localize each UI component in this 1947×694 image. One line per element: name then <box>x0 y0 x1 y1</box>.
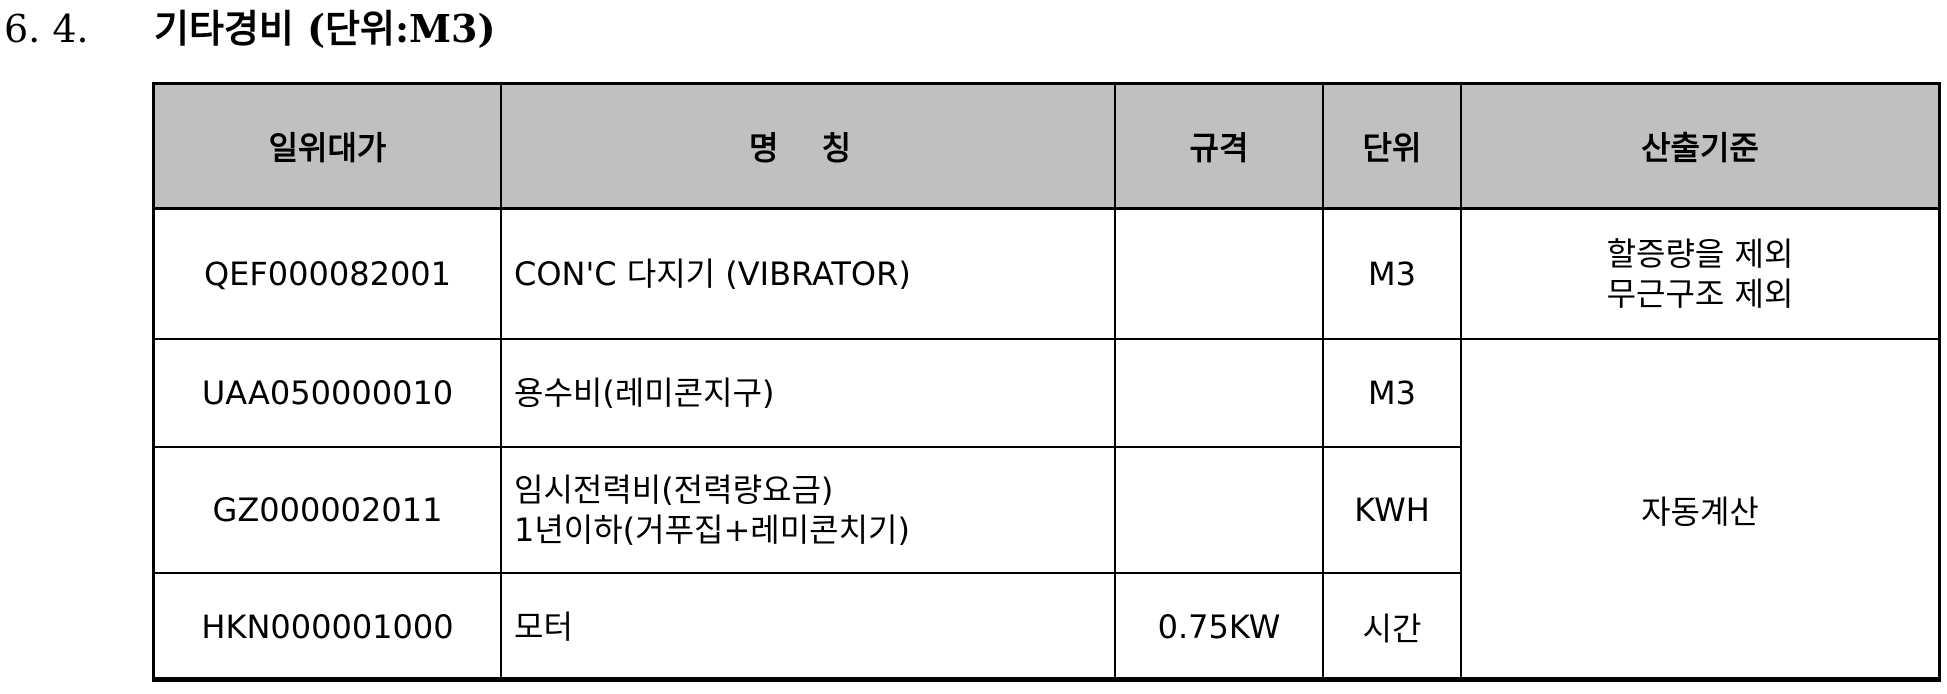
name-line: 1년이하(거푸집+레미콘치기) <box>514 510 910 549</box>
unit-cell: M3 <box>1322 207 1462 340</box>
section-heading: 6. 4. 기타경비 (단위:M3) <box>4 0 495 58</box>
name-line: 임시전력비(전력량요금) <box>514 470 834 509</box>
header-name: 명 칭 <box>500 85 1116 210</box>
table-row: QEF000082001 CON'C 다지기 (VIBRATOR) M3 할증량… <box>155 207 1938 340</box>
spec-cell <box>1114 207 1324 340</box>
section-title: 기타경비 (단위:M3) <box>154 6 496 51</box>
header-spec: 규격 <box>1114 85 1324 210</box>
header-unit-price-code: 일위대가 <box>155 85 502 210</box>
basis-cell: 할증량을 제외 무근구조 제외 <box>1460 207 1938 340</box>
code-cell: HKN000001000 <box>155 571 502 681</box>
name-cell: 임시전력비(전력량요금) 1년이하(거푸집+레미콘치기) <box>500 445 1116 574</box>
table-header-row: 일위대가 명 칭 규격 단위 산출기준 <box>155 85 1938 210</box>
unit-cell: M3 <box>1322 337 1462 448</box>
spec-cell <box>1114 445 1324 574</box>
expense-table: 일위대가 명 칭 규격 단위 산출기준 QEF000082001 CON'C 다… <box>155 85 1938 682</box>
table-row: HKN000001000 모터 0.75KW 시간 <box>155 571 1938 681</box>
expense-table-container: 일위대가 명 칭 규격 단위 산출기준 QEF000082001 CON'C 다… <box>152 82 1941 682</box>
unit-cell: 시간 <box>1322 571 1462 681</box>
table-row: GZ000002011 임시전력비(전력량요금) 1년이하(거푸집+레미콘치기)… <box>155 445 1938 574</box>
spec-cell <box>1114 337 1324 448</box>
basis-line: 할증량을 제외 <box>1606 234 1794 273</box>
name-cell: CON'C 다지기 (VIBRATOR) <box>500 207 1116 340</box>
name-cell: 모터 <box>500 571 1116 681</box>
name-line: CON'C 다지기 (VIBRATOR) <box>514 254 911 293</box>
code-cell: QEF000082001 <box>155 207 502 340</box>
table-row: UAA050000010 용수비(레미콘지구) M3 자동계산 <box>155 337 1938 682</box>
code-cell: GZ000002011 <box>155 445 502 574</box>
spec-cell: 0.75KW <box>1114 571 1324 681</box>
name-line: 모터 <box>514 608 573 646</box>
basis-line: 무근구조 제외 <box>1606 274 1794 313</box>
merged-basis-cell: 자동계산 <box>1460 337 1938 682</box>
header-calculation-basis: 산출기준 <box>1460 85 1938 210</box>
code-cell: UAA050000010 <box>155 337 502 448</box>
unit-cell: KWH <box>1322 445 1462 574</box>
name-cell: 용수비(레미콘지구) <box>500 337 1116 448</box>
section-number: 6. 4. <box>4 7 89 51</box>
header-unit: 단위 <box>1322 85 1462 210</box>
name-line: 용수비(레미콘지구) <box>514 373 775 412</box>
